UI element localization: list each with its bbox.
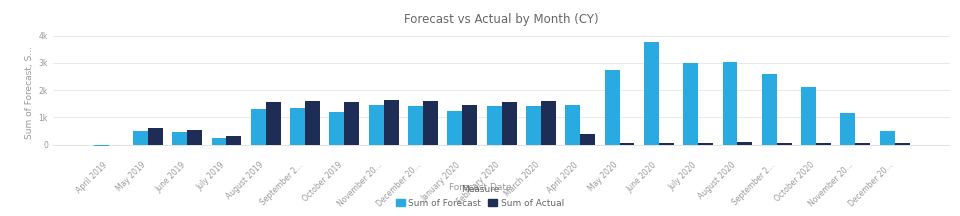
Bar	[305, 101, 320, 145]
Bar	[211, 138, 227, 145]
Bar	[580, 134, 595, 145]
Bar	[502, 102, 516, 145]
Title: Forecast vs Actual by Month (CY): Forecast vs Actual by Month (CY)	[404, 13, 599, 26]
Bar	[895, 143, 910, 145]
Bar	[187, 130, 203, 145]
Y-axis label: Sum of Forecast, S...: Sum of Forecast, S...	[25, 46, 35, 139]
Bar	[605, 70, 619, 145]
Bar	[855, 143, 871, 145]
Bar	[408, 106, 423, 145]
Bar	[698, 143, 713, 145]
Bar	[94, 145, 108, 146]
Bar	[266, 102, 280, 145]
Bar	[801, 87, 816, 145]
Bar	[540, 101, 556, 145]
Bar	[172, 132, 187, 145]
Bar	[251, 109, 266, 145]
Bar	[840, 113, 855, 145]
Bar	[447, 111, 463, 145]
Bar	[737, 142, 753, 145]
Legend: Sum of Forecast, Sum of Actual: Sum of Forecast, Sum of Actual	[392, 182, 568, 211]
Bar	[423, 101, 438, 145]
Text: Forecast Date: Forecast Date	[448, 183, 512, 192]
Bar	[526, 106, 540, 145]
Bar	[487, 106, 502, 145]
Bar	[762, 74, 777, 145]
Bar	[816, 143, 831, 145]
Bar	[384, 100, 398, 145]
Bar	[723, 62, 737, 145]
Bar	[329, 112, 345, 145]
Bar	[777, 143, 792, 145]
Bar	[227, 136, 241, 145]
Bar	[659, 143, 674, 145]
Bar	[369, 105, 384, 145]
Bar	[132, 131, 148, 145]
Bar	[565, 105, 580, 145]
Bar	[644, 43, 659, 145]
Bar	[290, 108, 305, 145]
Bar	[463, 105, 477, 145]
Bar	[684, 63, 698, 145]
Bar	[148, 128, 163, 145]
Bar	[879, 131, 895, 145]
Bar	[345, 102, 359, 145]
Bar	[619, 143, 635, 145]
